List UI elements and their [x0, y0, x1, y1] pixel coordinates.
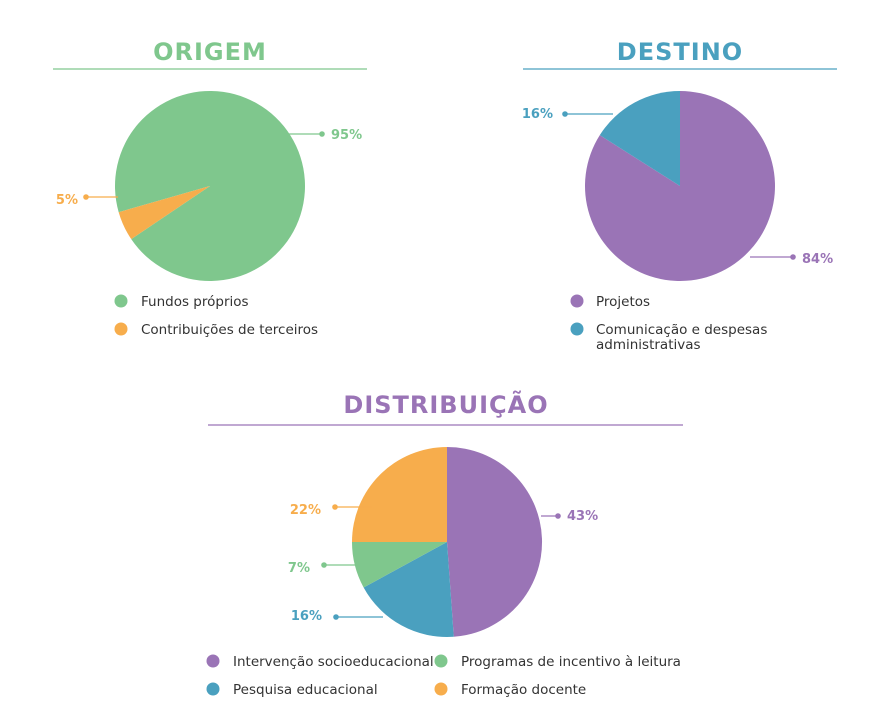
data-label: 95%: [331, 128, 362, 143]
legend-label: Comunicação e despesas administrativas: [596, 322, 767, 353]
leader-dot: [562, 111, 568, 117]
legend-marker: [570, 294, 584, 308]
legend-label: Formação docente: [461, 682, 586, 698]
pie-slice: [447, 447, 543, 637]
chart-title: ORIGEM: [153, 38, 267, 66]
chart-title: DISTRIBUIÇÃO: [343, 390, 548, 419]
leader-dot: [555, 513, 561, 519]
legend-label: Contribuições de terceiros: [141, 322, 318, 338]
chart-title: DESTINO: [617, 38, 743, 66]
legend-marker: [206, 654, 220, 668]
pie-slice: [585, 91, 776, 282]
legend-label: Intervenção socioeducacional: [233, 654, 434, 670]
leader-dot: [333, 614, 339, 620]
leader-dot: [790, 254, 796, 260]
leader-dot: [319, 131, 325, 137]
legend-marker: [206, 682, 220, 696]
legend-marker: [114, 322, 128, 336]
data-label: 43%: [567, 509, 598, 524]
legend-label: Projetos: [596, 294, 650, 310]
data-label: 16%: [291, 609, 322, 624]
data-label: 16%: [522, 107, 553, 122]
legend-marker: [434, 682, 448, 696]
pie-slice: [352, 542, 447, 588]
legend-label: Pesquisa educacional: [233, 682, 378, 698]
legend-marker: [570, 322, 584, 336]
data-label: 22%: [290, 503, 321, 518]
data-label: 7%: [288, 561, 310, 576]
pie-slice: [114, 90, 305, 281]
legend-marker: [434, 654, 448, 668]
pie-slice: [118, 186, 210, 240]
pie-slice: [363, 542, 454, 638]
leader-dot: [83, 194, 89, 200]
legend-marker: [114, 294, 128, 308]
data-label: 84%: [802, 252, 833, 267]
data-label: 5%: [56, 193, 78, 208]
legend-label: Programas de incentivo à leitura: [461, 654, 681, 670]
legend-label: Fundos próprios: [141, 294, 249, 310]
leader-dot: [321, 562, 327, 568]
pie-slice: [599, 91, 680, 186]
pie-slice: [352, 447, 447, 542]
leader-dot: [332, 504, 338, 510]
